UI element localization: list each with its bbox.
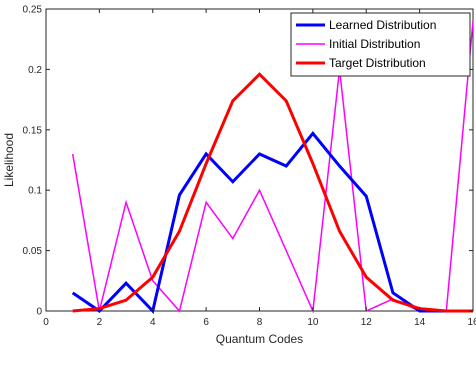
x-tick-label: 6 [203, 317, 209, 328]
y-tick-label: 0.1 [28, 186, 42, 197]
x-tick-label: 2 [97, 317, 103, 328]
legend-entry-label: Initial Distribution [329, 37, 420, 51]
legend-entry-label: Learned Distribution [329, 18, 436, 32]
y-axis-label: Likelihood [2, 133, 16, 187]
series-line-target-distribution [72, 72, 473, 313]
x-tick-label: 16 [467, 317, 476, 328]
x-tick-label: 0 [43, 317, 49, 328]
x-tick-label: 8 [257, 317, 263, 328]
y-tick-label: 0.2 [28, 65, 42, 76]
series-line-learned-distribution [71, 131, 473, 315]
x-tick-label: 4 [150, 317, 156, 328]
y-tick-label: 0 [36, 307, 42, 318]
x-tick-label: 12 [361, 317, 373, 328]
y-tick-label: 0.25 [23, 5, 43, 16]
x-tick-label: 14 [414, 317, 426, 328]
legend: Learned Distribution Initial Distribution… [290, 12, 471, 77]
y-tick-label: 0.15 [23, 125, 43, 136]
x-axis-label: Quantum Codes [216, 332, 303, 346]
legend-entry-label: Target Distribution [329, 56, 426, 70]
x-tick-label: 10 [307, 317, 319, 328]
series-layer [71, 21, 474, 315]
ticks-layer: 0 2 4 6 8 10 12 14 16 0 0.05 0.1 0.15 0.2 0.25 [23, 5, 476, 329]
y-tick-label: 0.05 [23, 246, 43, 257]
